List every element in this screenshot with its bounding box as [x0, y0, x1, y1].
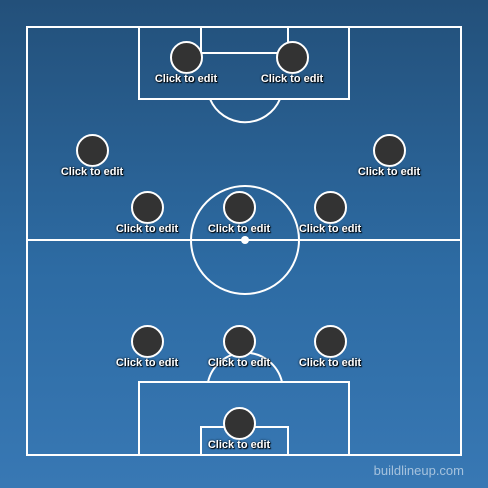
player-marker-icon: [372, 134, 406, 167]
player-marker-icon: [313, 325, 347, 358]
player-label[interactable]: Click to edit: [357, 166, 421, 178]
player-slot[interactable]: Click to edit: [285, 191, 375, 236]
top-penalty-arc: [209, 98, 281, 124]
player-slot[interactable]: Click to edit: [285, 325, 375, 370]
player-slot[interactable]: Click to edit: [194, 325, 284, 370]
player-slot[interactable]: Click to edit: [102, 191, 192, 236]
player-slot[interactable]: Click to edit: [102, 325, 192, 370]
player-marker-icon: [130, 191, 164, 224]
player-slot[interactable]: Click to edit: [247, 41, 337, 86]
player-marker-icon: [222, 191, 256, 224]
player-label[interactable]: Click to edit: [260, 73, 324, 85]
player-label[interactable]: Click to edit: [60, 166, 124, 178]
player-label[interactable]: Click to edit: [154, 73, 218, 85]
player-marker-icon: [169, 41, 203, 74]
player-marker-icon: [130, 325, 164, 358]
player-label[interactable]: Click to edit: [207, 439, 271, 451]
player-label[interactable]: Click to edit: [207, 223, 271, 235]
player-label[interactable]: Click to edit: [207, 357, 271, 369]
centre-spot: [241, 236, 249, 244]
watermark: buildlineup.com: [373, 463, 464, 478]
player-label[interactable]: Click to edit: [115, 357, 179, 369]
player-slot[interactable]: Click to edit: [141, 41, 231, 86]
player-marker-icon: [275, 41, 309, 74]
top-goal-box: [200, 26, 289, 54]
player-label[interactable]: Click to edit: [298, 223, 362, 235]
centre-circle: [190, 185, 300, 295]
player-marker-icon: [222, 407, 256, 440]
player-label[interactable]: Click to edit: [298, 357, 362, 369]
player-marker-icon: [75, 134, 109, 167]
player-marker-icon: [222, 325, 256, 358]
player-slot[interactable]: Click to edit: [194, 407, 284, 452]
player-slot[interactable]: Click to edit: [194, 191, 284, 236]
player-slot[interactable]: Click to edit: [344, 134, 434, 179]
player-label[interactable]: Click to edit: [115, 223, 179, 235]
player-slot[interactable]: Click to edit: [47, 134, 137, 179]
player-marker-icon: [313, 191, 347, 224]
